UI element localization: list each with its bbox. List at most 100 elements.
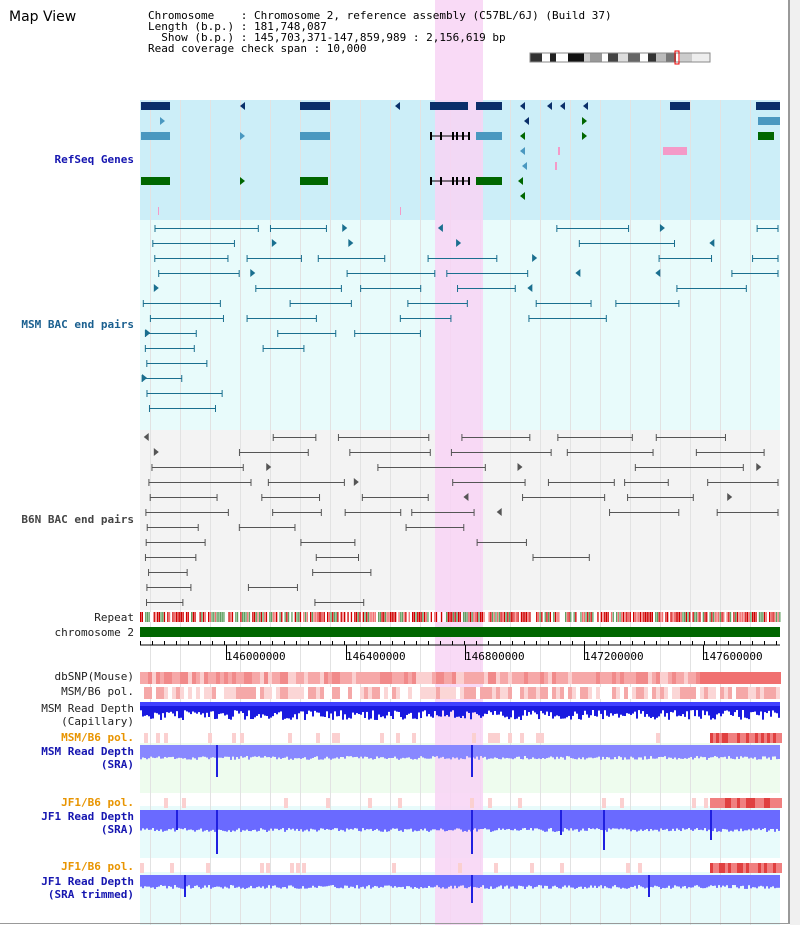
- read-depth-bar: [564, 702, 566, 719]
- track-label-jf1-depth[interactable]: JF1 Read Depth: [41, 810, 134, 823]
- read-depth-bar: [148, 810, 150, 830]
- read-depth-cap: [434, 702, 436, 706]
- polymorphism-density: [492, 733, 496, 743]
- polymorphism-density: [696, 687, 700, 699]
- read-depth-bar: [240, 745, 242, 757]
- read-depth-cap: [290, 702, 292, 706]
- read-depth-bar: [150, 810, 152, 830]
- read-depth-bar: [522, 810, 524, 829]
- track-label-msm-depth-sra[interactable]: MSM Read Depth: [41, 745, 134, 758]
- polymorphism-density: [332, 733, 336, 743]
- read-depth-cap: [764, 702, 766, 706]
- read-depth-bar: [494, 702, 496, 711]
- repeat-mark: [595, 612, 597, 622]
- track-label-chromosome[interactable]: chromosome 2: [54, 626, 134, 639]
- read-depth-bar: [720, 810, 722, 832]
- track-label-msm-b6-pol[interactable]: MSM/B6 pol.: [61, 685, 134, 698]
- read-depth-cap: [474, 702, 476, 706]
- read-depth-bar: [248, 745, 250, 760]
- read-depth-bar: [690, 810, 692, 830]
- read-depth-bar: [260, 875, 262, 888]
- track-label-repeat[interactable]: Repeat: [94, 611, 134, 624]
- repeat-mark: [211, 612, 213, 622]
- read-depth-cap: [524, 702, 526, 706]
- repeat-mark: [738, 612, 740, 622]
- read-depth-bar: [486, 745, 488, 760]
- read-depth-cap: [284, 702, 286, 706]
- read-depth-bar: [600, 875, 602, 886]
- read-depth-bar: [510, 875, 512, 887]
- read-depth-bar: [180, 875, 182, 889]
- read-depth-bar: [708, 810, 710, 830]
- read-depth-bar: [424, 810, 426, 829]
- read-depth-spike: [560, 810, 562, 835]
- read-depth-bar: [328, 875, 330, 886]
- repeat-mark: [148, 612, 150, 622]
- read-depth-bar: [160, 702, 162, 720]
- read-depth-bar: [658, 745, 660, 758]
- read-depth-bar: [206, 810, 208, 830]
- read-depth-bar: [602, 702, 604, 720]
- read-depth-bar: [738, 702, 740, 717]
- track-label-dbsnp[interactable]: dbSNP(Mouse): [54, 670, 134, 683]
- read-depth-cap: [370, 702, 372, 706]
- read-depth-bar: [512, 745, 514, 760]
- read-depth-bar: [542, 810, 544, 831]
- read-depth-bar: [440, 702, 442, 717]
- read-depth-cap: [188, 702, 190, 706]
- pink-gene: [555, 162, 557, 170]
- read-depth-cap: [220, 702, 222, 706]
- track-label-msm-bac[interactable]: MSM BAC end pairs: [21, 318, 134, 331]
- read-depth-bar: [188, 702, 190, 713]
- snp-density: [240, 672, 244, 684]
- read-depth-bar: [428, 702, 430, 715]
- snp-density: [152, 672, 156, 684]
- read-depth-cap: [562, 702, 564, 706]
- track-label-jf1-b6-pol-trim[interactable]: JF1/B6 pol.: [61, 860, 134, 873]
- read-depth-bar: [670, 702, 672, 712]
- polymorphism-density: [440, 687, 444, 699]
- track-label-msm-b6-pol-sra[interactable]: MSM/B6 pol.: [61, 731, 134, 744]
- read-depth-cap: [478, 702, 480, 706]
- read-depth-bar: [296, 745, 298, 759]
- polymorphism-density: [768, 687, 772, 699]
- snp-density: [492, 672, 496, 684]
- repeat-mark: [442, 612, 444, 622]
- read-depth-bar: [334, 875, 336, 887]
- read-depth-bar: [214, 745, 216, 758]
- read-depth-bar: [474, 702, 476, 713]
- repeat-mark: [323, 612, 325, 622]
- vertical-scrollbar[interactable]: [790, 0, 800, 925]
- polymorphism-density: [737, 863, 740, 873]
- repeat-mark: [755, 612, 757, 622]
- polymorphism-density: [672, 687, 676, 699]
- polymorphism-density: [725, 798, 728, 808]
- repeat-mark: [651, 612, 653, 622]
- read-depth-cap: [470, 702, 472, 706]
- read-depth-bar: [424, 745, 426, 759]
- read-depth-bar: [708, 875, 710, 887]
- track-label-msm-depth-cap[interactable]: MSM Read Depth: [41, 702, 134, 715]
- chromosome-ideogram-band: [618, 53, 628, 62]
- track-label-jf1-b6-pol[interactable]: JF1/B6 pol.: [61, 796, 134, 809]
- repeat-mark: [374, 612, 376, 622]
- track-label-b6n-bac[interactable]: B6N BAC end pairs: [21, 513, 134, 526]
- read-depth-bar: [156, 702, 158, 714]
- read-depth-bar: [616, 702, 618, 714]
- repeat-mark: [412, 612, 414, 622]
- read-depth-bar: [686, 875, 688, 889]
- polymorphism-density: [236, 687, 240, 699]
- track-label-jf1-depth-trim[interactable]: JF1 Read Depth: [41, 875, 134, 888]
- read-depth-cap: [620, 702, 622, 706]
- read-depth-bar: [654, 702, 656, 720]
- read-depth-cap: [356, 702, 358, 706]
- read-depth-cap: [348, 702, 350, 706]
- track-label-refseq[interactable]: RefSeq Genes: [54, 153, 134, 166]
- read-depth-cap: [466, 702, 468, 706]
- read-depth-bar: [400, 702, 402, 718]
- read-depth-bar: [386, 745, 388, 759]
- read-depth-cap: [666, 702, 668, 706]
- repeat-mark: [682, 612, 684, 622]
- repeat-mark: [332, 612, 334, 622]
